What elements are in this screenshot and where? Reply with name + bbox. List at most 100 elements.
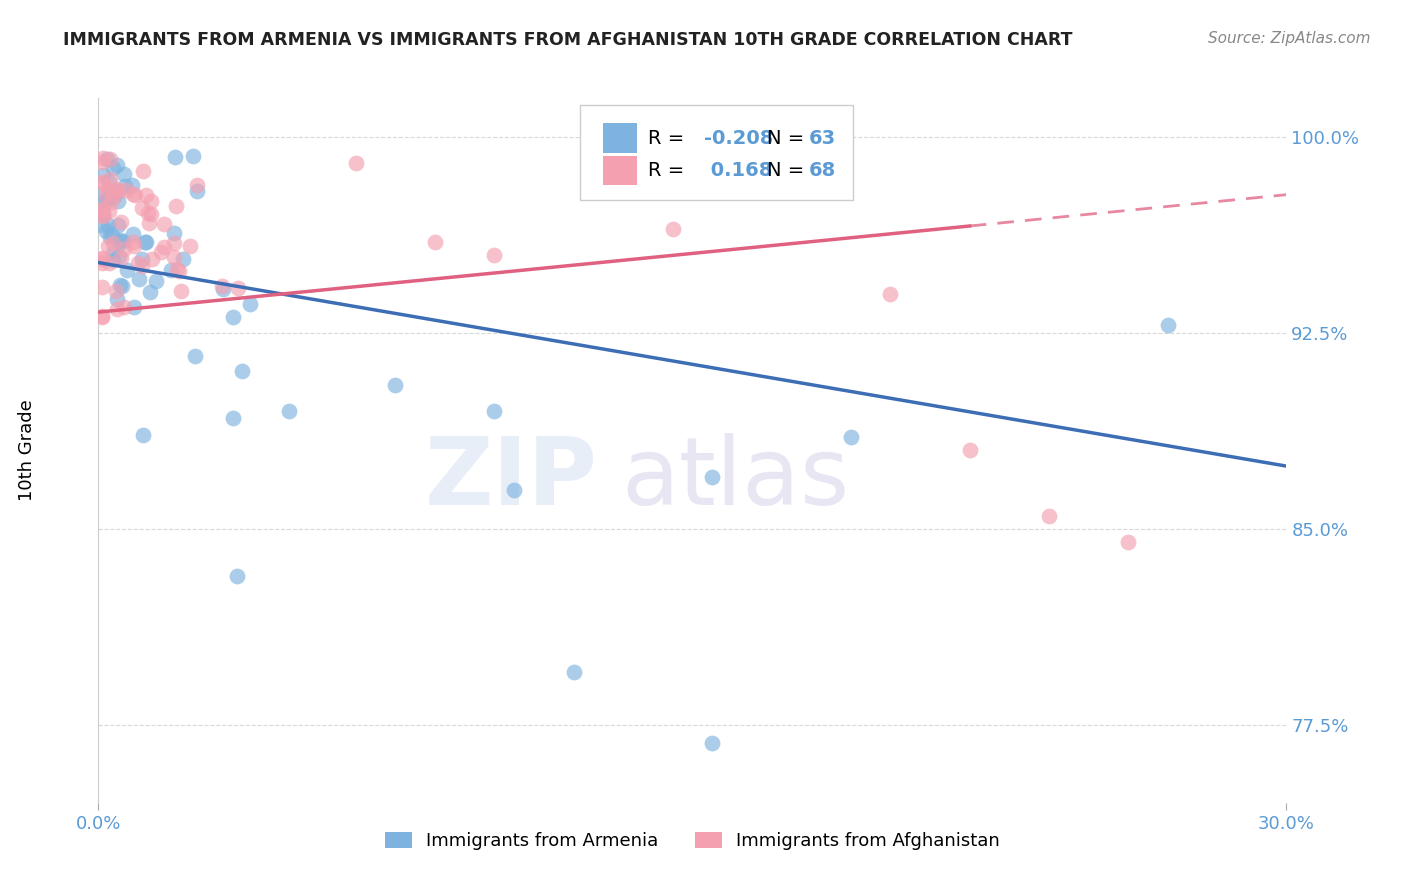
Point: [153, 239, 176, 253]
Point: [110, 235, 132, 249]
Point: [139, 285, 162, 300]
Point: [91, 154, 114, 169]
Point: [98, 191, 121, 205]
Point: [124, 300, 146, 314]
Point: [138, 216, 160, 230]
Text: 68: 68: [808, 161, 837, 180]
Text: 63: 63: [808, 128, 837, 148]
Point: [172, 252, 194, 266]
Point: [97, 218, 120, 232]
Point: [91, 168, 114, 182]
Legend: Immigrants from Armenia, Immigrants from Afghanistan: Immigrants from Armenia, Immigrants from…: [378, 824, 1007, 857]
Point: [93, 209, 115, 223]
Point: [107, 184, 129, 198]
Point: [149, 245, 172, 260]
Point: [503, 483, 526, 497]
Point: [165, 198, 187, 212]
Point: [141, 252, 163, 267]
Point: [112, 242, 135, 256]
Text: R =: R =: [648, 161, 690, 180]
Point: [103, 188, 125, 202]
Point: [139, 207, 162, 221]
Point: [222, 410, 245, 425]
Point: [96, 152, 118, 166]
Point: [186, 184, 208, 198]
Point: [484, 404, 506, 418]
Point: [212, 282, 235, 296]
Point: [183, 149, 205, 163]
Point: [122, 227, 145, 242]
Point: [839, 430, 862, 444]
Point: [131, 252, 153, 266]
Point: [91, 310, 114, 324]
Point: [105, 182, 128, 196]
Point: [105, 302, 128, 317]
Point: [183, 349, 205, 363]
Point: [94, 193, 117, 207]
Point: [97, 204, 120, 219]
Text: atlas: atlas: [621, 433, 849, 524]
Point: [128, 271, 150, 285]
Point: [124, 188, 146, 202]
Point: [167, 264, 190, 278]
Point: [239, 297, 262, 311]
Point: [91, 202, 114, 217]
Point: [108, 278, 131, 293]
Point: [111, 234, 134, 248]
Point: [91, 280, 114, 294]
Point: [98, 229, 121, 244]
Point: [228, 281, 250, 295]
Point: [107, 292, 129, 306]
Point: [135, 235, 157, 250]
Point: [91, 202, 114, 217]
Point: [107, 194, 129, 209]
Point: [879, 286, 901, 301]
Point: [101, 252, 124, 267]
Point: [91, 218, 114, 232]
Point: [423, 235, 446, 249]
Point: [91, 175, 114, 189]
Point: [136, 206, 159, 220]
Point: [93, 176, 115, 190]
Point: [122, 235, 145, 249]
Point: [562, 665, 585, 680]
Point: [702, 736, 724, 750]
Point: [131, 201, 153, 215]
Point: [122, 239, 145, 253]
Point: [127, 256, 149, 270]
Point: [91, 252, 114, 266]
Point: [110, 215, 132, 229]
Point: [101, 227, 124, 242]
Text: 0.168: 0.168: [704, 161, 773, 180]
Point: [91, 187, 114, 202]
Point: [186, 178, 208, 193]
Point: [702, 469, 724, 483]
Point: [110, 251, 132, 265]
Text: R =: R =: [648, 128, 690, 148]
Point: [134, 235, 156, 249]
Point: [108, 249, 131, 263]
Point: [122, 187, 145, 202]
Point: [101, 246, 124, 260]
Point: [163, 226, 186, 240]
Point: [661, 221, 683, 235]
Point: [98, 171, 121, 186]
Point: [163, 235, 186, 250]
Bar: [603, 123, 637, 153]
Point: [131, 259, 153, 273]
Point: [135, 187, 157, 202]
Point: [211, 279, 233, 293]
Point: [344, 156, 367, 170]
Point: [91, 256, 114, 270]
Point: [98, 152, 121, 166]
Point: [104, 285, 127, 299]
Text: N =: N =: [768, 128, 811, 148]
Point: [115, 183, 138, 197]
Point: [94, 224, 117, 238]
Point: [1156, 318, 1178, 333]
Point: [97, 175, 120, 189]
Point: [91, 310, 114, 324]
Point: [484, 248, 506, 262]
Point: [166, 262, 188, 277]
Text: Source: ZipAtlas.com: Source: ZipAtlas.com: [1208, 31, 1371, 46]
